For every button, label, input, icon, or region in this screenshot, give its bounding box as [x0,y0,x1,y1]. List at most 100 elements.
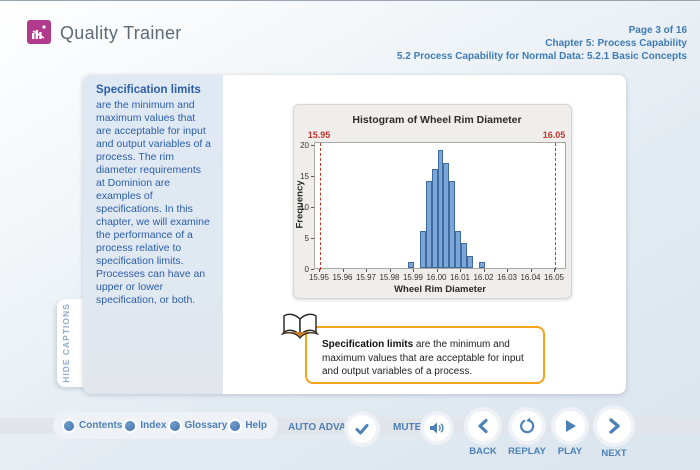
x-tick-label: 15.97 [355,273,377,282]
histogram-bar [431,168,438,268]
next-button[interactable] [597,409,631,443]
caption-text: Specification limits are the minimum and… [322,338,533,379]
chart-title: Histogram of Wheel Rim Diameter [352,114,522,126]
y-tick-label: 20 [300,141,309,150]
play-icon [566,420,576,432]
x-tick-mark [413,269,414,272]
histogram-bar [478,261,485,268]
sidebar-term-title: Specification limits [96,84,201,96]
histogram-bar [466,255,473,268]
menu-label-index: Index [140,420,167,431]
histogram-bar [425,181,432,268]
x-tick-label: 16.02 [473,273,494,282]
plot-area [314,142,566,270]
y-tick-label: 10 [300,203,309,212]
open-book-icon [280,311,320,346]
spec-limit-label: 15.95 [307,130,331,140]
menu-item-glossary[interactable]: Glossary [169,420,228,431]
sidebar-term-definition: are the minimum and maximum values that … [96,99,211,306]
x-tick-label: 15.99 [402,273,424,282]
x-tick-label: 15.98 [379,273,400,282]
back-button[interactable] [468,411,498,441]
caption-definition: are the minimum and maximum values that … [322,339,524,377]
chapter-title: Chapter 5: Process Capability [545,38,687,49]
chevron-left-icon [478,418,488,434]
histogram-bar [443,162,450,268]
x-tick-mark [483,269,485,272]
x-tick-label: 16.05 [543,273,565,282]
index-bullet-icon [125,420,136,431]
replay-button[interactable] [512,411,542,441]
spec-limit-line [555,143,556,270]
x-tick-mark [319,269,320,272]
chart-logo-icon [32,25,46,39]
histogram-bar [461,243,467,268]
y-tick-mark [311,207,314,208]
spec-limit-label: 16.05 [542,130,566,140]
y-tick-mark [311,176,314,177]
histogram-bar [437,150,444,268]
y-tick-mark [311,145,314,146]
next-label: NEXT [601,448,627,459]
play-button-group: PLAY [549,411,591,457]
menu-label-glossary: Glossary [184,420,228,431]
x-tick-mark [389,269,391,272]
menu-item-contents[interactable]: Contents [64,420,122,431]
histogram-chart: Histogram of Wheel Rim Diameter 15.95 16.… [293,104,572,299]
menu-item-help[interactable]: Help [230,420,267,431]
replay-label: REPLAY [508,446,546,457]
menu-item-index[interactable]: Index [125,420,166,431]
chevron-right-icon [609,418,620,434]
mute-button[interactable] [424,415,450,441]
back-label: BACK [469,446,497,457]
app-logo [27,20,51,44]
x-tick-label: 16.00 [426,273,447,282]
play-label: PLAY [557,446,583,457]
back-button-group: BACK [462,411,504,457]
auto-advance-toggle[interactable] [348,415,376,443]
x-tick-label: 16.01 [449,273,471,282]
check-icon [355,424,369,435]
auto-advance-label: AUTO ADVANCE [288,422,368,433]
x-tick-mark [436,269,438,272]
y-tick-label: 5 [304,234,309,243]
replay-icon [520,417,535,434]
section-title: 5.2 Process Capability for Normal Data: … [396,51,687,62]
mute-label: MUTE [393,422,422,433]
x-tick-mark [507,269,508,272]
contents-bullet-icon [64,420,74,431]
x-tick-label: 15.96 [332,273,353,282]
y-tick-mark [311,269,314,270]
menu-label-help: Help [245,420,267,431]
histogram-bar [455,230,461,268]
x-tick-label: 16.03 [496,273,518,282]
x-tick-mark [530,269,532,272]
app-title: Quality Trainer [60,23,182,43]
x-axis-label: Wheel Rim Diameter [394,284,486,295]
y-axis-label: Frequency [294,180,306,229]
next-button-group: NEXT [591,409,637,459]
y-tick-mark [311,238,314,239]
lesson-content-panel: Specification limits are the minimum and… [83,75,626,394]
page-indicator: Page 3 of 16 [628,25,687,36]
caption-box: Specification limits are the minimum and… [305,326,545,384]
play-button[interactable] [555,411,585,441]
menu-label-contents: Contents [79,420,123,431]
histogram-bar [449,181,456,268]
y-tick-label: 15 [300,172,309,181]
glossary-bullet-icon [169,420,180,431]
x-tick-mark [342,269,344,272]
help-bullet-icon [230,420,241,431]
x-tick-label: 16.04 [520,273,541,282]
x-tick-mark [554,269,555,272]
footer-menu: Contents Index Glossary Help [53,412,278,439]
histogram-bar [419,230,426,268]
x-tick-mark [460,269,461,272]
replay-button-group: REPLAY [506,411,548,457]
hide-captions-label: HIDE CAPTIONS [60,303,71,383]
page-location-info: Page 3 of 16 Chapter 5: Process Capabili… [397,24,687,63]
spec-limit-line [320,143,321,270]
speaker-icon [430,422,444,434]
x-tick-mark [366,269,367,272]
